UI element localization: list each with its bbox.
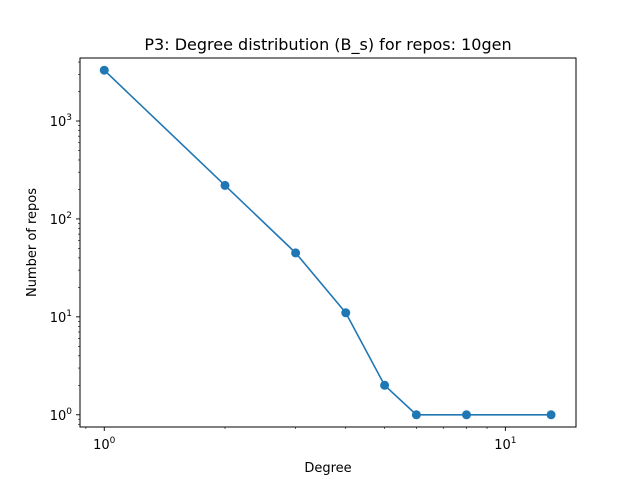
tick-labels: 100 101 100 101 102 103 [50, 113, 517, 453]
series-layer [99, 65, 556, 420]
data-point [341, 308, 351, 318]
y-tick-label: 101 [50, 309, 72, 326]
chart-title: P3: Degree distribution (B_s) for repos:… [144, 35, 511, 55]
y-tick-label: 102 [50, 211, 72, 228]
y-tick-label: 103 [50, 113, 72, 130]
data-point [461, 410, 471, 420]
y-axis-label: Number of repos [25, 188, 40, 297]
x-tick-label: 101 [494, 436, 516, 453]
data-point [291, 248, 301, 258]
data-point [380, 380, 390, 390]
plot-frame [79, 57, 577, 428]
x-axis-label: Degree [304, 461, 351, 476]
major-ticks [76, 120, 506, 431]
x-tick-label: 100 [93, 436, 116, 453]
series-line [103, 69, 552, 416]
data-point [546, 410, 556, 420]
data-point [411, 410, 421, 420]
data-point [220, 180, 230, 190]
data-point [99, 65, 109, 75]
y-tick-label: 100 [50, 407, 73, 424]
